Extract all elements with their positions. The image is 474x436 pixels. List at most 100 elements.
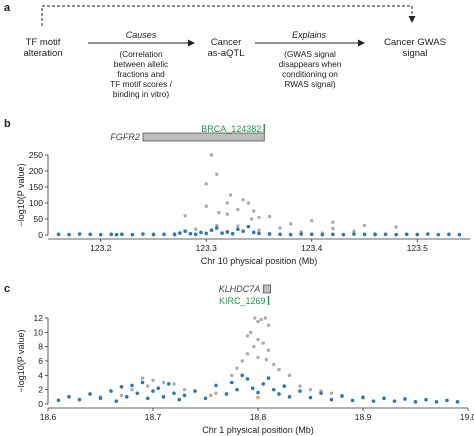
point-grey <box>298 384 302 388</box>
point-blue <box>383 232 388 237</box>
explains-label: Explains <box>291 30 327 40</box>
point-blue <box>277 392 281 396</box>
point-blue <box>424 397 428 402</box>
x-tick-label: 123.4 <box>301 243 323 253</box>
point-blue <box>361 395 365 400</box>
point-blue <box>109 232 114 237</box>
point-grey <box>235 366 239 370</box>
point-blue <box>88 232 92 237</box>
causes-label: Causes <box>125 30 157 40</box>
point-blue <box>56 232 61 237</box>
point-blue <box>204 231 209 236</box>
point-blue <box>373 232 377 237</box>
point-blue <box>109 389 113 393</box>
point-blue <box>178 231 182 235</box>
point-blue <box>130 383 134 388</box>
point-blue <box>250 386 255 391</box>
gene-box <box>262 284 271 294</box>
x-tick-label: 18.9 <box>355 412 372 422</box>
point-grey <box>194 227 198 231</box>
point-blue <box>214 383 218 388</box>
point-blue <box>266 376 271 380</box>
point-blue <box>151 232 156 237</box>
gene-label: KLHDC7A <box>219 284 261 294</box>
point-grey <box>257 228 261 232</box>
point-grey <box>277 367 281 372</box>
point-grey <box>256 319 260 324</box>
point-grey <box>259 317 263 322</box>
point-grey <box>236 207 240 212</box>
point-blue <box>256 390 260 395</box>
point-blue <box>331 232 335 237</box>
point-grey <box>329 391 334 395</box>
x-tick-label: 18.6 <box>40 412 57 422</box>
y-tick-label: 200 <box>29 166 43 176</box>
point-blue <box>162 232 166 237</box>
point-grey <box>161 380 166 385</box>
cancer-gwas-node: Cancer GWAS signal <box>384 37 446 59</box>
point-blue <box>308 395 313 400</box>
point-grey <box>252 209 256 213</box>
point-grey <box>140 376 145 380</box>
point-blue <box>98 232 103 237</box>
point-blue <box>141 232 145 236</box>
x-tick-label: 123.5 <box>407 243 429 253</box>
point-grey <box>308 387 313 392</box>
point-blue <box>156 386 161 391</box>
point-blue <box>382 396 386 401</box>
point-grey <box>252 344 256 349</box>
y-axis-label: −log10(P value) <box>16 163 26 226</box>
point-grey <box>214 391 218 395</box>
point-blue <box>241 229 245 233</box>
point-blue <box>434 400 439 404</box>
point-blue <box>455 400 460 404</box>
y-tick-label: 6 <box>38 356 43 366</box>
y-tick-label: 12 <box>34 313 44 323</box>
point-grey <box>267 214 272 219</box>
point-blue <box>124 395 129 399</box>
point-grey <box>246 201 251 205</box>
peak-label: BRCA_124382 <box>201 124 261 134</box>
point-grey <box>266 348 271 352</box>
point-blue <box>56 398 61 403</box>
point-blue <box>88 392 92 396</box>
point-blue <box>209 228 214 232</box>
y-tick-label: 100 <box>29 198 43 208</box>
point-blue <box>352 232 356 236</box>
panel-a-letter: a <box>4 2 11 14</box>
point-grey <box>209 153 214 157</box>
point-grey <box>257 215 261 220</box>
point-blue <box>436 232 441 237</box>
point-blue <box>261 382 266 386</box>
point-grey <box>266 323 271 327</box>
point-orange <box>208 393 213 398</box>
point-blue <box>161 395 166 399</box>
point-blue <box>457 232 462 237</box>
y-tick-label: 10 <box>34 327 44 337</box>
point-grey <box>253 316 257 320</box>
point-grey <box>248 330 253 335</box>
point-orange <box>256 395 260 400</box>
point-blue <box>447 232 451 237</box>
point-blue <box>288 232 293 237</box>
point-blue <box>319 391 323 396</box>
tf-motif-node: TF motif alteration <box>23 37 63 59</box>
point-blue <box>240 373 245 378</box>
point-blue <box>251 230 256 235</box>
cancer-aqtl-node: Cancer as-aQTL <box>207 37 245 59</box>
point-grey <box>288 222 293 226</box>
point-blue <box>177 397 182 402</box>
point-blue <box>119 385 124 389</box>
point-grey <box>183 214 187 218</box>
y-tick-label: 0 <box>38 230 43 240</box>
point-blue <box>394 232 398 237</box>
chart-b: b FGFR2 BRCA_124382 0 50 100 150 200 250 123.2 123… <box>4 118 470 266</box>
point-grey <box>264 357 269 362</box>
point-grey <box>256 337 260 342</box>
point-grey <box>261 341 265 345</box>
point-blue <box>329 397 334 402</box>
point-blue <box>229 380 234 385</box>
point-blue <box>341 232 346 237</box>
point-blue <box>392 399 397 403</box>
point-blue <box>246 224 251 229</box>
